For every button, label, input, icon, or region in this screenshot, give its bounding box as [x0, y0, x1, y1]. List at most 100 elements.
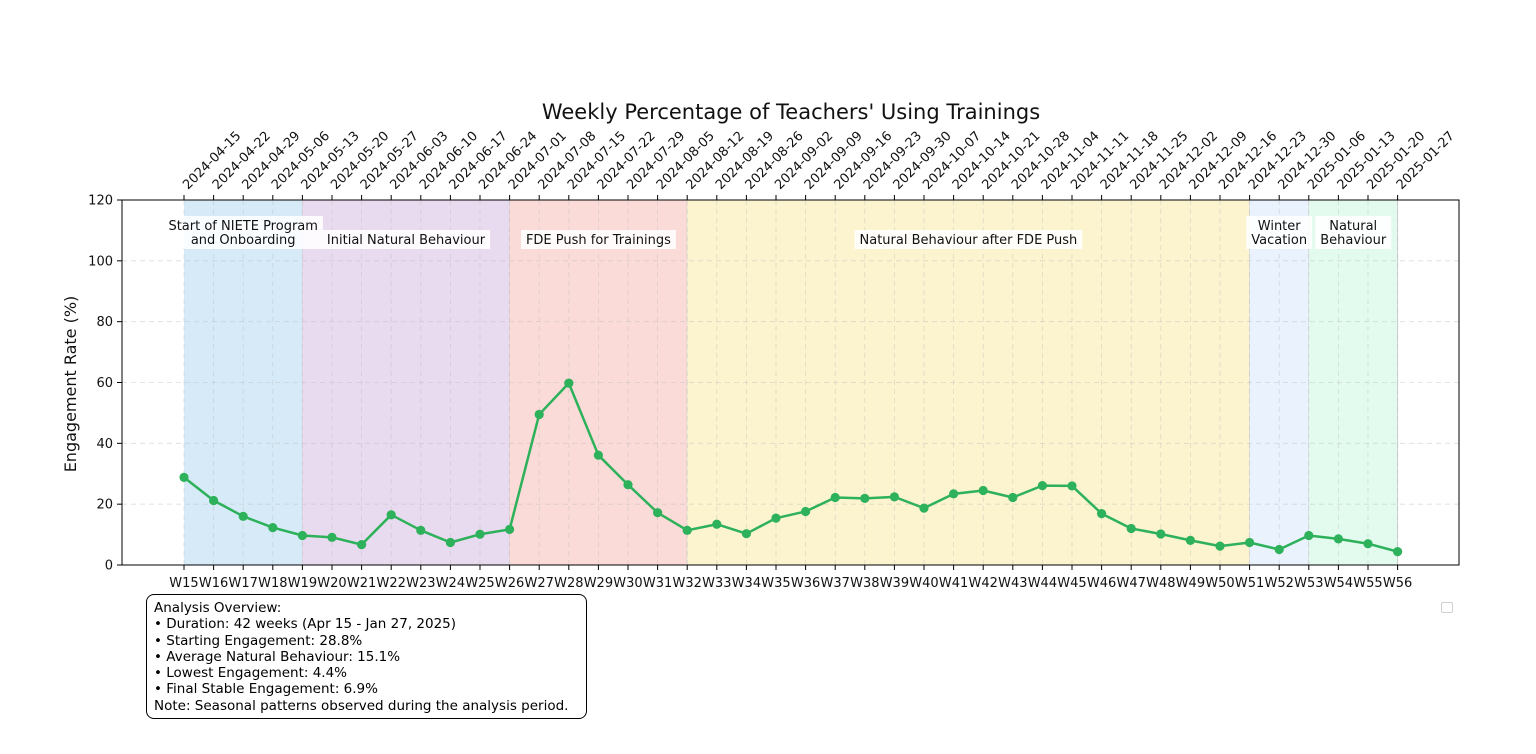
- x-ticks: W15 W16 W17 W18 W19 W20 W21 W22 W23 W24 W25 W26 W27 W…: [169, 565, 1412, 591]
- data-point-W21: [357, 540, 367, 550]
- data-point-W41: [949, 489, 959, 499]
- x-tick-label: W40: [909, 576, 938, 591]
- phase-label-text: Natural Behaviour after FDE Push: [860, 233, 1078, 248]
- x-tick-label: W48: [1146, 576, 1175, 591]
- x-tick-label: W39: [880, 576, 909, 591]
- legend-box: [1441, 602, 1453, 613]
- data-point-W54: [1333, 534, 1343, 544]
- x-tick-label: W55: [1353, 576, 1382, 591]
- data-point-W33: [712, 519, 722, 529]
- data-point-W38: [860, 493, 870, 503]
- phase-label-bg: [1246, 216, 1313, 249]
- data-point-W26: [505, 524, 515, 535]
- data-point-W50: [1215, 541, 1225, 551]
- phase-label-bg: [1315, 216, 1392, 249]
- x-tick-label: W46: [1087, 576, 1116, 591]
- phase-label-bg: [163, 216, 323, 249]
- y-tick-label: 120: [88, 194, 113, 209]
- data-point-W37: [830, 492, 840, 503]
- phase-label-text: and Onboarding: [191, 233, 296, 248]
- x-tick-label: W38: [850, 576, 879, 591]
- x-tick-label: W15: [169, 576, 198, 591]
- phase-band-2: [509, 200, 688, 565]
- data-point-W55: [1363, 539, 1373, 549]
- phase-band-0: [184, 200, 303, 565]
- data-point-W45: [1067, 481, 1077, 491]
- x-tick-label: W43: [998, 576, 1027, 591]
- phase-label-text: FDE Push for Trainings: [526, 233, 671, 248]
- phase-label-bg: [854, 230, 1083, 249]
- series-line: [183, 381, 1398, 553]
- overview-line-starting: • Starting Engagement: 28.8%: [154, 632, 363, 649]
- y-tick-label: 20: [96, 498, 113, 513]
- data-point-W48: [1156, 529, 1166, 539]
- x-tick-label: W45: [1057, 576, 1086, 591]
- x-tick-label: W28: [554, 576, 583, 591]
- phase-band-4: [1249, 200, 1309, 565]
- phase-band-3: [687, 200, 1250, 565]
- data-point-W29: [593, 450, 604, 460]
- x-tick-label: W34: [732, 576, 761, 591]
- phase-label-1: Initial Natural Behaviour: [321, 230, 491, 249]
- phase-label-text: Start of NIETE Program: [168, 219, 317, 234]
- data-point-W31: [653, 508, 663, 518]
- x-tick-label: W24: [436, 576, 465, 591]
- x-tick-label: W50: [1205, 576, 1234, 591]
- data-point-W32: [682, 525, 692, 535]
- data-point-W24: [445, 537, 455, 548]
- data-point-W46: [1097, 508, 1107, 519]
- data-point-W39: [889, 492, 900, 502]
- overview-line-duration: • Duration: 42 weeks (Apr 15 - Jan 27, 2…: [154, 616, 457, 633]
- y-tick-label: 100: [88, 254, 113, 269]
- x-tick-label: W27: [524, 576, 553, 591]
- x-tick-label: W17: [228, 576, 257, 591]
- x-tick-label: W32: [672, 576, 701, 591]
- phase-label-text: Initial Natural Behaviour: [327, 233, 486, 248]
- overview-heading: Analysis Overview:: [154, 600, 282, 616]
- x-tick-label: W49: [1176, 576, 1205, 591]
- phase-label-bg: [321, 230, 491, 249]
- phase-label-text: Vacation: [1251, 233, 1307, 248]
- phase-label-text: Natural: [1329, 219, 1377, 234]
- overview-note: Note: Seasonal patterns observed during …: [154, 697, 569, 714]
- phase-label-text: Winter: [1258, 219, 1302, 234]
- x-tick-label: W25: [465, 576, 494, 591]
- data-point-W53: [1304, 530, 1314, 541]
- data-point-W42: [978, 485, 988, 496]
- x-tick-label: W21: [347, 576, 376, 591]
- x-tick-label: W29: [584, 576, 613, 591]
- data-point-W49: [1185, 535, 1195, 545]
- x-tick-label: W26: [495, 576, 524, 591]
- data-point-W15: [179, 472, 189, 482]
- data-point-W34: [741, 529, 752, 539]
- x-tick-label: W56: [1383, 576, 1412, 591]
- data-point-W52: [1274, 544, 1284, 555]
- data-point-W19: [297, 530, 307, 541]
- y-tick-label: 60: [96, 376, 113, 391]
- overview-line-average: • Average Natural Behaviour: 15.1%: [154, 648, 401, 665]
- x-tick-label: W18: [258, 576, 287, 591]
- data-point-W35: [771, 513, 781, 523]
- x-tick-label: W52: [1264, 576, 1293, 591]
- data-point-W27: [534, 409, 544, 420]
- analysis-overview-box: Analysis Overview: • Duration: 42 weeks …: [146, 594, 587, 720]
- overview-line-lowest: • Lowest Engagement: 4.4%: [154, 665, 348, 682]
- phase-band-1: [302, 200, 510, 565]
- x-tick-label: W51: [1235, 576, 1264, 591]
- overview-line-final: • Final Stable Engagement: 6.9%: [154, 681, 378, 698]
- phase-label-2: FDE Push for Trainings: [520, 230, 676, 249]
- data-point-W28: [564, 378, 574, 388]
- data-point-W25: [475, 529, 485, 539]
- y-tick-label: 40: [96, 437, 113, 452]
- phase-band-5: [1308, 200, 1398, 565]
- x-tick-label: W37: [820, 576, 849, 591]
- phase-bands: [184, 200, 1399, 565]
- data-point-W20: [327, 532, 337, 542]
- y-tick-label: 80: [96, 315, 113, 330]
- y-axis-label: Engagement Rate (%): [61, 296, 80, 473]
